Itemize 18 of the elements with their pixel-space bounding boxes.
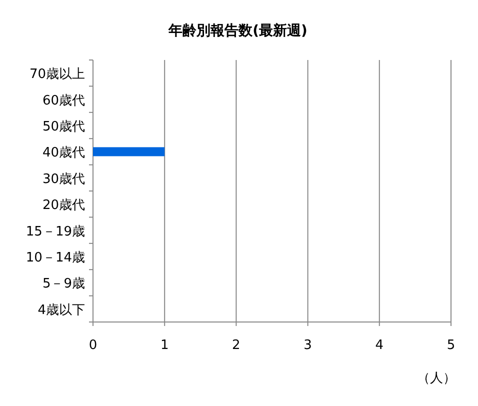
x-tick-label: 3 (304, 338, 312, 353)
y-tick-label: 40歳代 (42, 146, 85, 161)
y-tick-label: 5－9歳 (42, 276, 85, 292)
chart-title: 年齢別報告数(最新週) (168, 22, 308, 39)
y-tick-label: 70歳以上 (29, 67, 85, 82)
y-tick-label: 60歳代 (42, 93, 85, 108)
x-tick-label: 5 (446, 338, 456, 353)
y-tick-label: 30歳代 (42, 172, 85, 187)
x-tick-label: 1 (160, 338, 169, 353)
x-axis-title: （人） (417, 371, 456, 386)
x-tick-label: 0 (88, 338, 98, 353)
y-tick-label: 4歳以下 (38, 302, 85, 318)
y-tick-label: 15－19歳 (26, 224, 85, 240)
x-tick-label: 4 (375, 338, 384, 353)
y-tick-label: 20歳代 (42, 198, 85, 214)
y-tick-label: 50歳代 (42, 120, 85, 134)
x-tick-label: 2 (232, 338, 240, 353)
y-tick-label: 10－14歳 (26, 250, 85, 266)
